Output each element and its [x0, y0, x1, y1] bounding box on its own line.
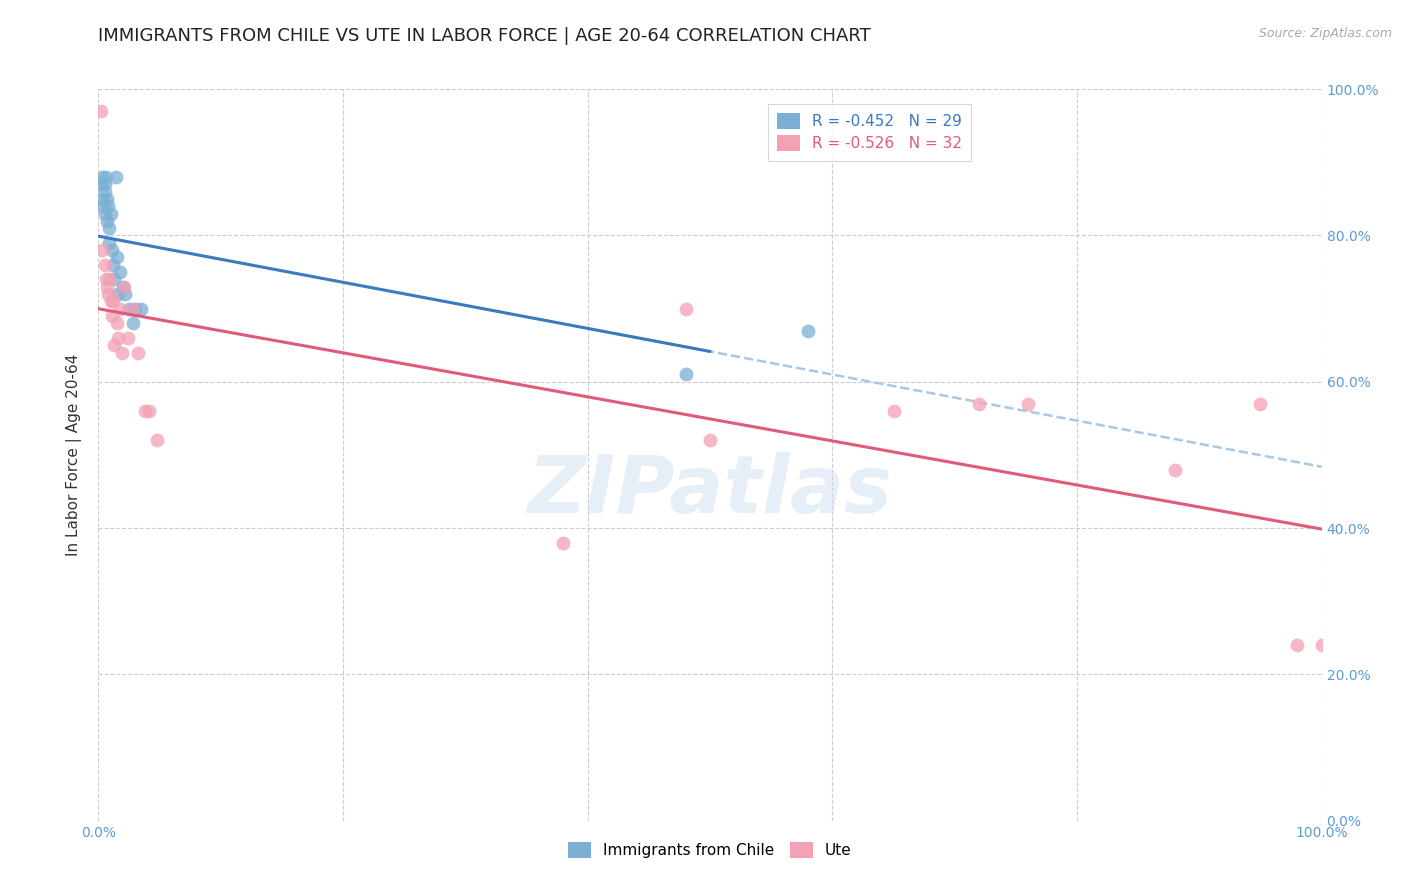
Point	[1310, 638, 1333, 652]
Point	[138, 404, 160, 418]
Point	[134, 404, 156, 418]
Point	[114, 287, 136, 301]
Point	[97, 287, 120, 301]
Point	[112, 279, 135, 293]
Point	[94, 169, 117, 184]
Point	[103, 272, 125, 286]
Point	[699, 434, 721, 448]
Point	[127, 345, 149, 359]
Point	[100, 206, 122, 220]
Point	[96, 192, 118, 206]
Point	[107, 287, 129, 301]
Point	[1286, 638, 1309, 652]
Point	[104, 169, 127, 184]
Point	[105, 316, 128, 330]
Point	[98, 272, 121, 286]
Text: Source: ZipAtlas.com: Source: ZipAtlas.com	[1258, 27, 1392, 40]
Point	[105, 251, 128, 265]
Point	[129, 301, 152, 316]
Point	[101, 243, 124, 257]
Point	[1249, 397, 1271, 411]
Point	[111, 279, 134, 293]
Point	[675, 368, 697, 382]
Point	[93, 185, 115, 199]
Point	[110, 301, 132, 316]
Point	[118, 301, 141, 316]
Legend: Immigrants from Chile, Ute: Immigrants from Chile, Ute	[562, 836, 858, 864]
Point	[124, 301, 146, 316]
Text: ZIPatlas: ZIPatlas	[527, 452, 893, 531]
Point	[117, 331, 139, 345]
Point	[1017, 397, 1039, 411]
Point	[103, 338, 125, 352]
Point	[91, 169, 114, 184]
Point	[91, 199, 114, 213]
Point	[90, 178, 112, 192]
Point	[94, 272, 117, 286]
Point	[111, 345, 134, 359]
Point	[553, 535, 575, 549]
Point	[883, 404, 905, 418]
Point	[121, 316, 143, 330]
Point	[91, 192, 114, 206]
Point	[90, 104, 112, 119]
Point	[91, 243, 114, 257]
Point	[121, 301, 143, 316]
Point	[93, 258, 115, 272]
Point	[97, 199, 120, 213]
Point	[96, 279, 118, 293]
Y-axis label: In Labor Force | Age 20-64: In Labor Force | Age 20-64	[66, 354, 83, 556]
Point	[797, 324, 820, 338]
Point	[110, 265, 132, 279]
Point	[100, 294, 122, 309]
Text: IMMIGRANTS FROM CHILE VS UTE IN LABOR FORCE | AGE 20-64 CORRELATION CHART: IMMIGRANTS FROM CHILE VS UTE IN LABOR FO…	[98, 27, 872, 45]
Point	[675, 301, 697, 316]
Point	[967, 397, 990, 411]
Point	[101, 309, 124, 323]
Point	[1164, 462, 1187, 476]
Point	[98, 221, 121, 235]
Point	[98, 235, 121, 250]
Point	[93, 206, 115, 220]
Point	[101, 258, 124, 272]
Point	[93, 178, 115, 192]
Point	[107, 331, 129, 345]
Point	[101, 294, 124, 309]
Point	[146, 434, 169, 448]
Point	[96, 214, 118, 228]
